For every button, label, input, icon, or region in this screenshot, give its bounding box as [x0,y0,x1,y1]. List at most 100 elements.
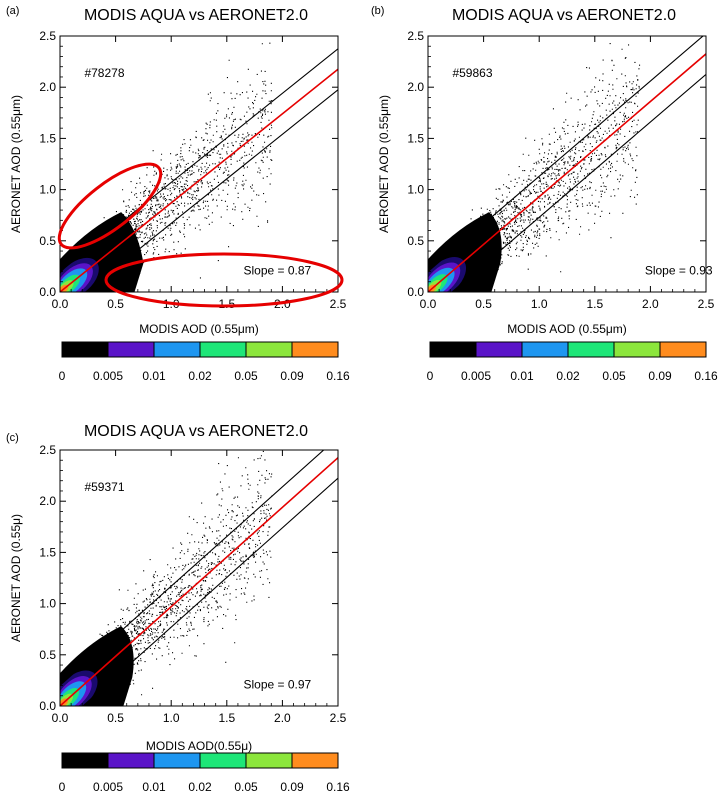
panel-a-colorbar-tick-label: 0.02 [188,369,212,383]
panel-b-x-tick-label: 2.5 [698,297,715,311]
panel-b-y-tick-label: 0.5 [407,234,424,248]
panel-a-ellipse-underestimate [104,252,344,308]
panel-a-colorbar-segment-5 [291,341,339,358]
panel-c-y-tick-label: 2.0 [39,494,56,508]
panel-b-colorbar-tick-label: 0.16 [694,369,718,383]
panel-a-y-tick-label: 0.5 [39,234,56,248]
panel-b-y-axis-label: AERONET AOD (0.55μm) [377,95,391,233]
panel-a-colorbar-segment-4 [245,341,293,358]
panel-a-x-tick-label: 1.5 [218,297,235,311]
panel-c: (c) MODIS AQUA vs AERONET2.0 0.0 0.5 1.0 1.… [6,423,350,794]
panel-c-x-axis-label: MODIS AOD(0.55μ) [146,739,252,753]
panel-a-title: MODIS AQUA vs AERONET2.0 [84,7,308,24]
panel-c-scatter-cloud [60,450,273,706]
panel-c-colorbar-segment-4 [245,752,293,769]
panel-c-colorbar-tick-label: 0.02 [188,780,212,793]
panel-a-colorbar-segment-3 [199,341,247,358]
panel-a-colorbar-segment-2 [153,341,201,358]
panel-b-colorbar: 0 0.005 0.01 0.02 0.05 0.09 0.16 [427,341,718,383]
panel-b-y-tick-label: 2.0 [407,80,424,94]
panel-b-x-axis-label: MODIS AOD (0.55μm) [507,322,627,336]
panel-b-colorbar-segment-0 [429,341,477,358]
panel-b-x-tick-label: 0.5 [475,297,492,311]
panel-a-y-tick-label: 1.5 [39,131,56,145]
panel-a: (a) MODIS AQUA vs AERONET2.0 0.0 0.5 1.0 1.… [6,5,350,383]
panel-b-y-tick-label: 2.5 [407,29,424,43]
panel-c-label: (c) [6,432,19,444]
panel-b-colorbar-tick-label: 0.09 [648,369,672,383]
panel-b-envelope-lower-line [451,73,706,292]
panel-c-y-tick-label: 1.5 [39,545,56,559]
panel-c-y-tick-label: 1.0 [39,597,56,611]
panel-a-y-tick-label: 0.0 [39,285,56,299]
panel-a-slope-label: Slope = 0.87 [243,264,311,278]
panel-b-colorbar-segment-1 [475,341,523,358]
panel-a-x-tick-label: 0.5 [107,297,124,311]
panel-a-x-axis-label: MODIS AOD (0.55μm) [139,322,259,336]
panel-a-colorbar-segment-1 [107,341,155,358]
panel-c-colorbar-tick-label: 0.005 [93,780,123,793]
panel-c-y-tick-label: 0.0 [39,699,56,713]
panel-c-colorbar-tick-label: 0.01 [142,780,166,793]
panel-c-y-tick-label: 0.5 [39,648,56,662]
panel-c-colorbar: 0 0.005 0.01 0.02 0.05 0.09 0.16 [59,752,350,794]
panel-b-regression-line [428,53,706,292]
panel-b-label: (b) [371,5,384,17]
panel-b-colorbar-tick-label: 0.005 [461,369,491,383]
panel-a-x-tick-label: 2.5 [330,297,347,311]
panel-a-colorbar-tick-label: 0.005 [93,369,123,383]
panel-a-colorbar-tick-label: 0.01 [142,369,166,383]
panel-a-axis-ticks: 0.0 0.5 1.0 1.5 2.0 2.50.00.51.01.52.02.5 [39,29,346,311]
panel-c-count-label: #59371 [84,480,124,494]
panel-a-colorbar-segment-0 [61,341,109,358]
panel-b-colorbar-segment-5 [659,341,707,358]
panel-c-y-axis-label: AERONET AOD (0.55μ) [9,514,23,642]
panel-b-axis-ticks: 0.0 0.5 1.0 1.5 2.0 2.5 0.0 0.5 1.0 1.5 2.0 2.5 [407,29,714,311]
panel-c-colorbar-tick-label: 0.09 [280,780,304,793]
panel-a-y-tick-label: 1.0 [39,183,56,197]
panel-b-scatter-cloud [428,43,641,292]
panel-c-title: MODIS AQUA vs AERONET2.0 [84,423,308,440]
panel-b-x-tick-label: 2.0 [642,297,659,311]
panel-b-slope-label: Slope = 0.93 [645,264,713,278]
panel-b-x-tick-label: 0.0 [420,297,437,311]
panel-c-colorbar-segment-5 [291,752,339,769]
panel-a-count-label: #78278 [84,66,124,80]
panel-c-plot-frame [59,449,339,707]
panel-c-envelope-lower-line [82,477,338,706]
panel-a-y-tick-label: 2.0 [39,80,56,94]
panel-a-annotations [57,162,344,308]
panel-a-colorbar-tick-label: 0.09 [280,369,304,383]
panel-a-colorbar-tick-label: 0 [59,369,66,383]
panel-b-colorbar-tick-label: 0.02 [556,369,580,383]
panel-c-colorbar-segment-2 [153,752,201,769]
panel-b-series-lines [428,36,706,292]
panel-c-x-tick-label: 1.0 [163,711,180,725]
panel-a-y-tick-label: 2.5 [39,29,56,43]
panel-b-y-tick-label: 1.0 [407,183,424,197]
panel-a-ellipse-overestimate [57,162,163,250]
panel-c-series-lines [60,450,338,706]
panel-b-colorbar-tick-label: 0.01 [510,369,534,383]
panel-c-slope-label: Slope = 0.97 [243,678,311,692]
panel-a-x-tick-label: 0.0 [52,297,69,311]
panel-a-label: (a) [6,5,19,17]
panel-b-scatter-points [428,43,641,292]
panel-b-envelope-upper-line [428,36,704,272]
panel-b-title: MODIS AQUA vs AERONET2.0 [452,7,676,24]
panel-c-x-tick-label: 2.5 [330,711,347,725]
panel-a-plot-frame [59,35,339,293]
panel-c-colorbar-segment-0 [61,752,109,769]
panel-b-count-label: #59863 [452,66,492,80]
panel-a-y-axis-label: AERONET AOD (0.55μm) [9,95,23,233]
panel-c-colorbar-segment-1 [107,752,155,769]
panel-b: (b) MODIS AQUA vs AERONET2.0 0.0 0.5 1.0 1.… [371,5,718,383]
panel-b-colorbar-tick-label: 0.05 [602,369,626,383]
panel-b-x-tick-label: 1.0 [531,297,548,311]
panel-b-plot-frame [427,35,707,293]
panel-c-x-tick-label: 0.5 [107,711,124,725]
panel-c-x-tick-label: 0.0 [52,711,69,725]
panel-b-colorbar-segment-3 [567,341,615,358]
panel-c-colorbar-segment-3 [199,752,247,769]
panel-c-axis-ticks: 0.0 0.5 1.0 1.5 2.0 2.5 0.0 0.5 1.0 1.5 2.0 2.5 [39,443,346,725]
